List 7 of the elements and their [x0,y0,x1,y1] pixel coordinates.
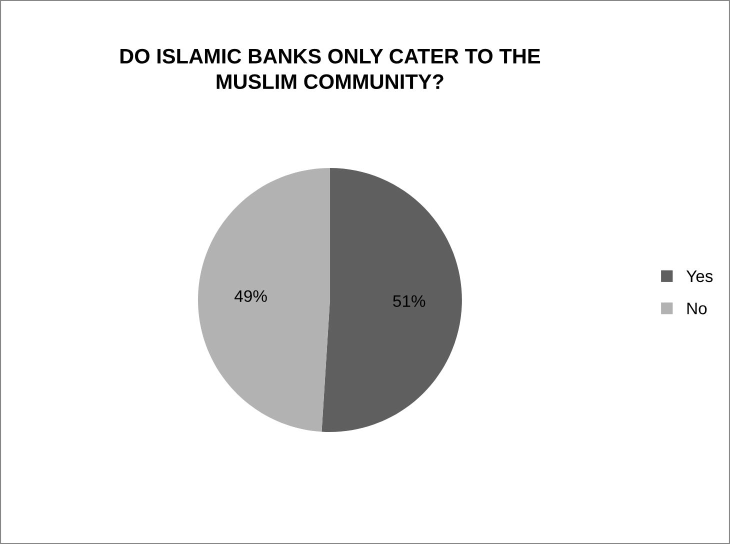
chart-title: DO ISLAMIC BANKS ONLY CATER TO THE MUSLIM COMMUNITY? [120,48,540,90]
data-label: 51% [393,295,426,307]
legend-label: No [687,302,707,314]
pie-slice [322,168,462,432]
legend-label: Yes [686,270,713,282]
data-label: 49% [234,290,267,302]
pie-slice [198,168,330,432]
